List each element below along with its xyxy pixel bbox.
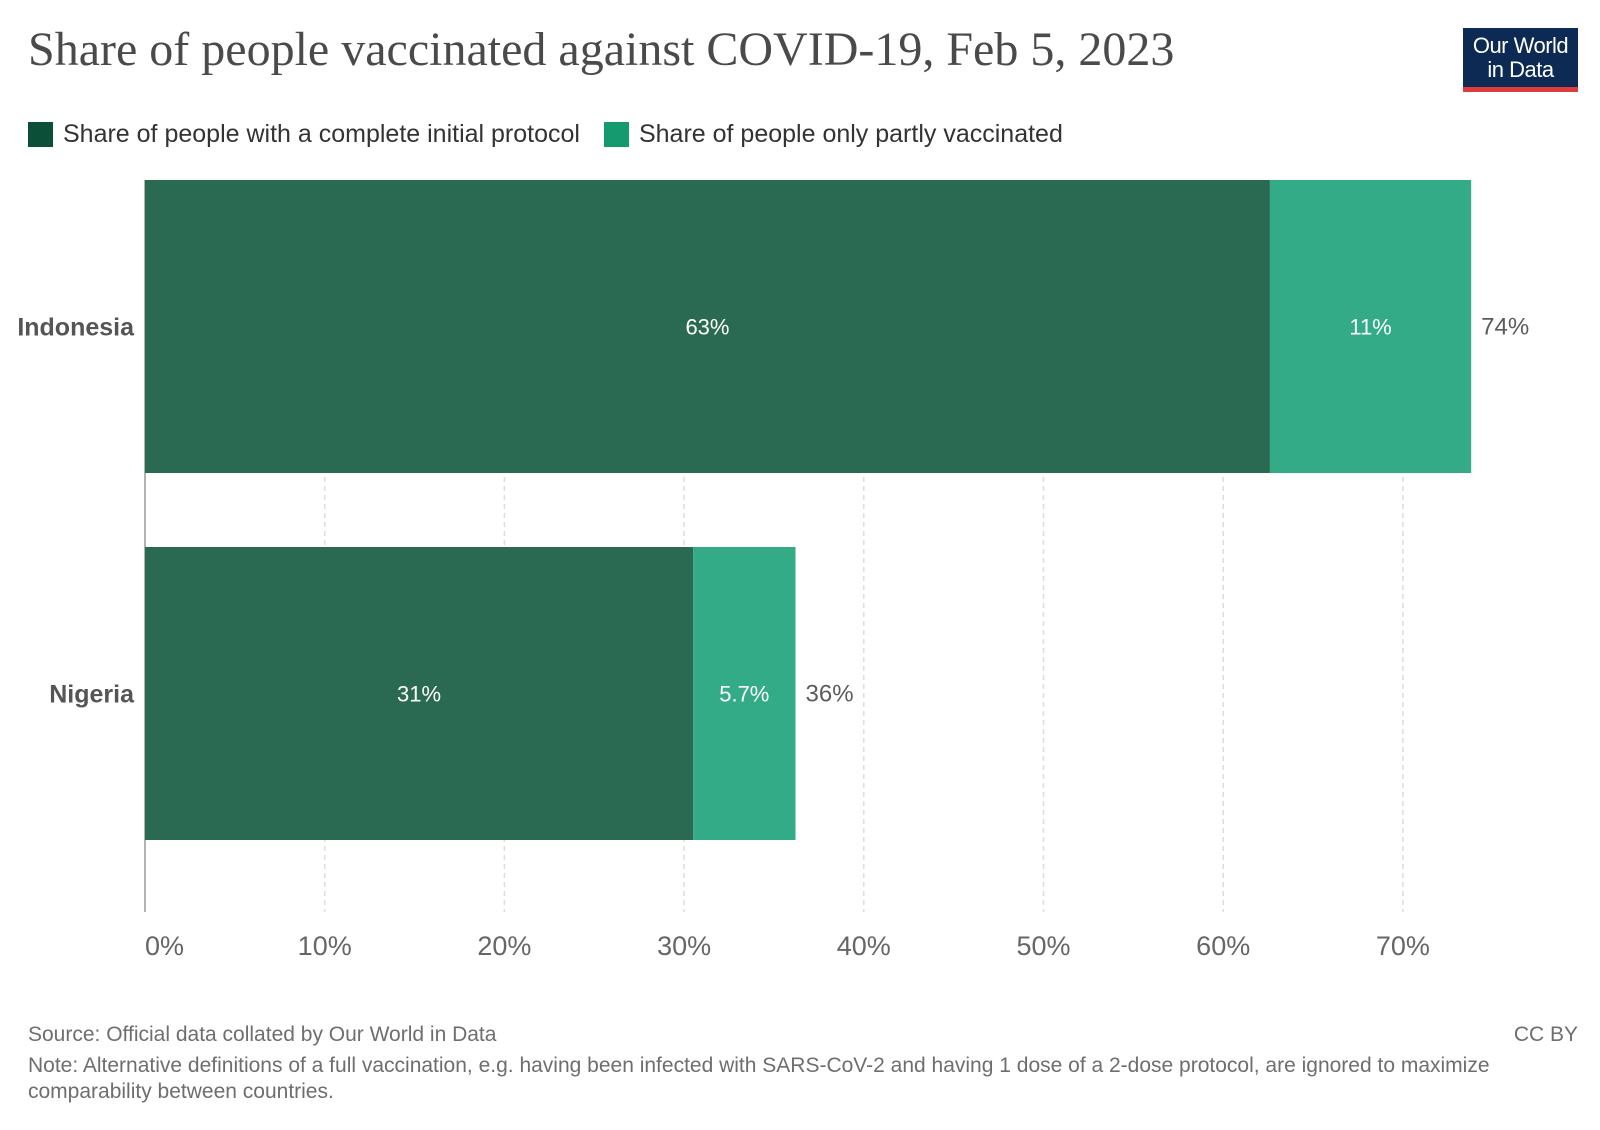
legend-item-partly[interactable]: Share of people only partly vaccinated [603,120,1063,149]
x-tick-label: 60% [1196,931,1250,961]
bar-total-label: 36% [806,681,854,708]
bar-value-label: 11% [1349,315,1391,340]
logo-text-line-1: Our World [1472,33,1569,58]
labels: 0% 10% 20% 30% 40% 50% 60% 70% 63% 11% 74% Indonesi… [17,314,1529,962]
source-text: Source: Official data collated by Our Wo… [28,1023,497,1046]
x-tick-label: 50% [1016,931,1070,961]
x-tick-label: 40% [837,931,891,961]
legend-label-partly: Share of people only partly vaccinated [638,120,1063,148]
bar-value-label: 63% [685,315,729,340]
bar-nigeria-partly[interactable] [693,547,796,840]
legend-label-complete: Share of people with a complete initial … [63,120,580,148]
legend-swatch-partly [603,122,629,147]
bar-indonesia-complete[interactable] [145,180,1270,473]
x-tick-label: 10% [298,931,352,961]
bar-value-label: 31% [397,682,441,707]
x-tick-label: 30% [657,931,711,961]
x-tick-label: 20% [477,931,531,961]
logo-text-line-2: in Data [1487,57,1554,82]
x-tick-label: 0% [145,931,184,961]
bar-indonesia-partly[interactable] [1269,180,1472,473]
category-label-indonesia: Indonesia [17,314,135,342]
bar-chart: 0% 10% 20% 30% 40% 50% 60% 70% 63% 11% 74% Indonesi… [17,180,1529,962]
note-text: Note: Alternative definitions of a full … [28,1054,1490,1103]
x-tick-label: 70% [1376,931,1430,961]
legend: Share of people with a complete initial … [28,120,1087,149]
license-link[interactable]: CC BY [1513,1023,1578,1046]
chart-title: Share of people vaccinated against COVID… [28,23,1175,76]
bar-nigeria-complete[interactable] [145,547,694,840]
bar-value-label: 5.7% [719,682,769,707]
bars [145,180,1472,840]
legend-item-complete[interactable]: Share of people with a complete initial … [28,120,580,149]
owid-logo[interactable]: Our World in Data [1463,28,1578,92]
category-label-nigeria: Nigeria [49,681,135,709]
bar-total-label: 74% [1481,314,1529,341]
legend-swatch-complete [28,122,53,147]
